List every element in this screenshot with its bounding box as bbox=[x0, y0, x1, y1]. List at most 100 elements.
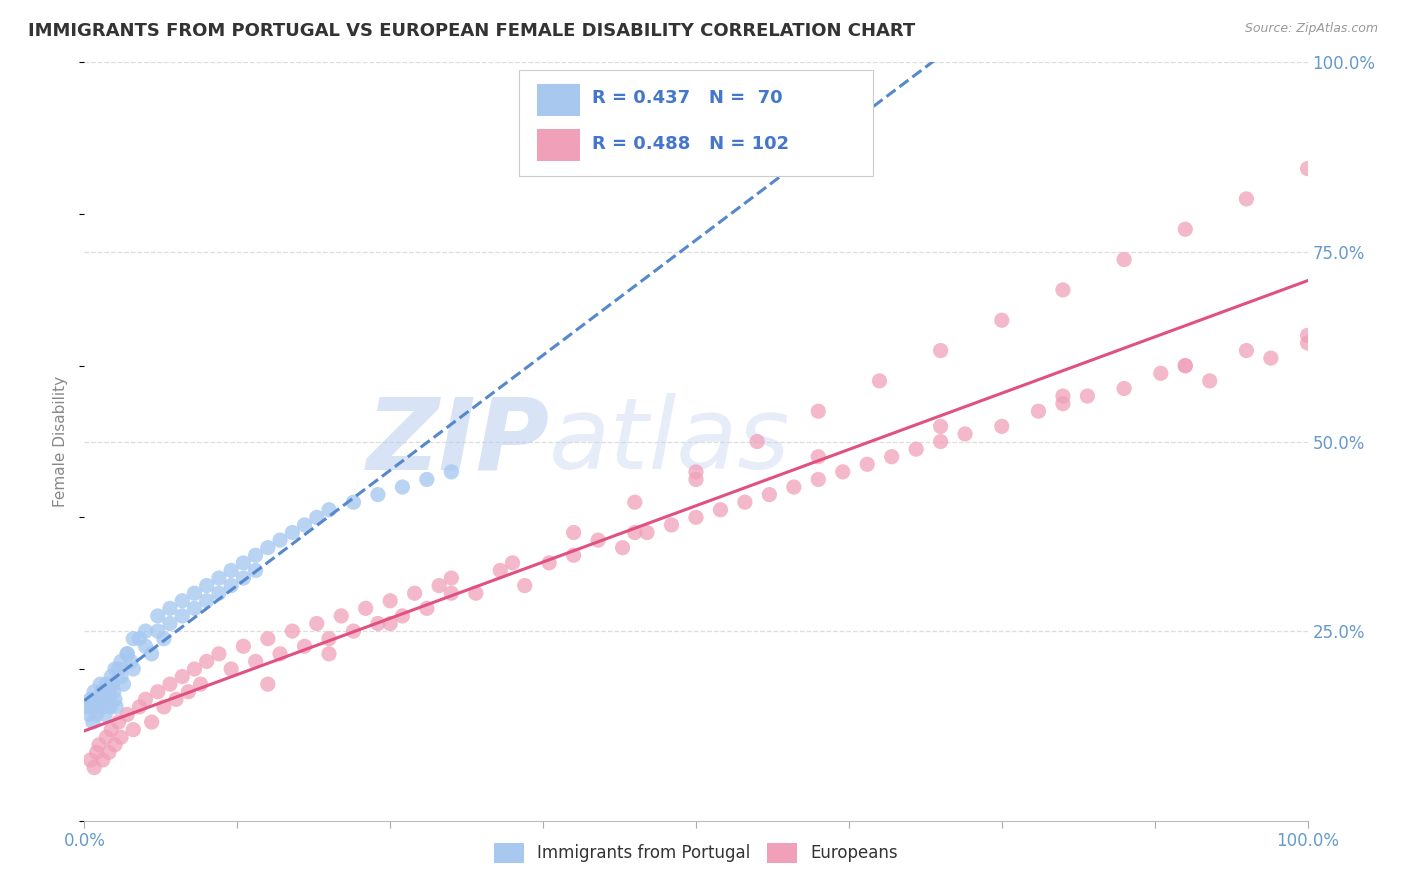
Point bbox=[183, 662, 205, 676]
Point bbox=[208, 647, 231, 661]
Point bbox=[84, 692, 107, 706]
Point bbox=[172, 594, 194, 608]
Point bbox=[79, 692, 101, 706]
Point bbox=[257, 677, 280, 691]
Point bbox=[685, 473, 707, 487]
Point bbox=[257, 632, 280, 646]
Point bbox=[709, 503, 731, 517]
Point bbox=[100, 723, 122, 737]
Point bbox=[330, 608, 353, 623]
Point bbox=[734, 495, 756, 509]
Point bbox=[135, 624, 157, 639]
Point bbox=[245, 655, 267, 669]
Point bbox=[128, 699, 150, 714]
Point bbox=[183, 601, 205, 615]
Point bbox=[90, 685, 112, 699]
Point bbox=[122, 632, 145, 646]
Point bbox=[110, 730, 132, 744]
Legend: Immigrants from Portugal, Europeans: Immigrants from Portugal, Europeans bbox=[488, 837, 904, 869]
Point bbox=[1174, 222, 1197, 236]
Point bbox=[562, 525, 585, 540]
Point bbox=[1236, 343, 1258, 358]
Point bbox=[115, 647, 138, 661]
Point bbox=[97, 746, 120, 760]
Point bbox=[391, 480, 413, 494]
Point bbox=[380, 616, 402, 631]
Point bbox=[440, 571, 463, 585]
Point bbox=[104, 738, 127, 752]
Point bbox=[502, 556, 524, 570]
Point bbox=[1076, 389, 1098, 403]
Point bbox=[929, 343, 952, 358]
Point bbox=[128, 632, 150, 646]
Point bbox=[624, 495, 647, 509]
Point bbox=[440, 586, 463, 600]
Point bbox=[404, 586, 426, 600]
Point bbox=[281, 525, 304, 540]
Point bbox=[135, 692, 157, 706]
Point bbox=[100, 669, 122, 683]
FancyBboxPatch shape bbox=[519, 70, 873, 177]
Point bbox=[83, 685, 105, 699]
Point bbox=[208, 571, 231, 585]
Point bbox=[489, 564, 512, 578]
Point bbox=[115, 647, 138, 661]
Point bbox=[87, 699, 110, 714]
Point bbox=[190, 677, 212, 691]
Text: ZIP: ZIP bbox=[366, 393, 550, 490]
Point bbox=[440, 465, 463, 479]
Point bbox=[1114, 252, 1136, 267]
Point bbox=[165, 692, 187, 706]
Point bbox=[153, 632, 176, 646]
Point bbox=[232, 571, 254, 585]
Point bbox=[104, 662, 127, 676]
Point bbox=[219, 579, 242, 593]
Point bbox=[318, 503, 340, 517]
Point bbox=[758, 487, 780, 501]
Text: R = 0.488   N = 102: R = 0.488 N = 102 bbox=[592, 135, 789, 153]
Point bbox=[342, 624, 364, 639]
Point bbox=[1174, 359, 1197, 373]
Point bbox=[245, 548, 267, 563]
Point bbox=[1052, 396, 1074, 410]
Point bbox=[159, 616, 181, 631]
Point bbox=[77, 699, 100, 714]
Point bbox=[97, 685, 120, 699]
Point bbox=[586, 533, 609, 547]
Point bbox=[991, 313, 1014, 327]
Point bbox=[1028, 404, 1050, 418]
Point bbox=[159, 601, 181, 615]
Point bbox=[685, 465, 707, 479]
Point bbox=[1052, 389, 1074, 403]
Point bbox=[120, 655, 142, 669]
Point bbox=[953, 427, 976, 442]
Point bbox=[208, 586, 231, 600]
Point bbox=[856, 457, 879, 471]
FancyBboxPatch shape bbox=[537, 129, 579, 161]
Point bbox=[747, 434, 769, 449]
Point bbox=[183, 586, 205, 600]
Point bbox=[294, 639, 316, 653]
Point bbox=[305, 510, 328, 524]
Point bbox=[96, 677, 118, 691]
Point bbox=[1150, 366, 1173, 380]
Point bbox=[91, 753, 114, 767]
Point bbox=[513, 579, 536, 593]
Point bbox=[97, 692, 120, 706]
Point bbox=[153, 699, 176, 714]
Point bbox=[107, 662, 129, 676]
Point bbox=[318, 647, 340, 661]
Point bbox=[391, 608, 413, 623]
Point bbox=[1296, 335, 1319, 350]
Y-axis label: Female Disability: Female Disability bbox=[53, 376, 69, 508]
Point bbox=[245, 564, 267, 578]
Point bbox=[135, 639, 157, 653]
Point bbox=[97, 685, 120, 699]
Point bbox=[101, 677, 124, 691]
Point bbox=[232, 556, 254, 570]
Point bbox=[1260, 351, 1282, 366]
Point bbox=[269, 533, 291, 547]
Point bbox=[905, 442, 928, 457]
Point bbox=[96, 730, 118, 744]
Point bbox=[685, 510, 707, 524]
